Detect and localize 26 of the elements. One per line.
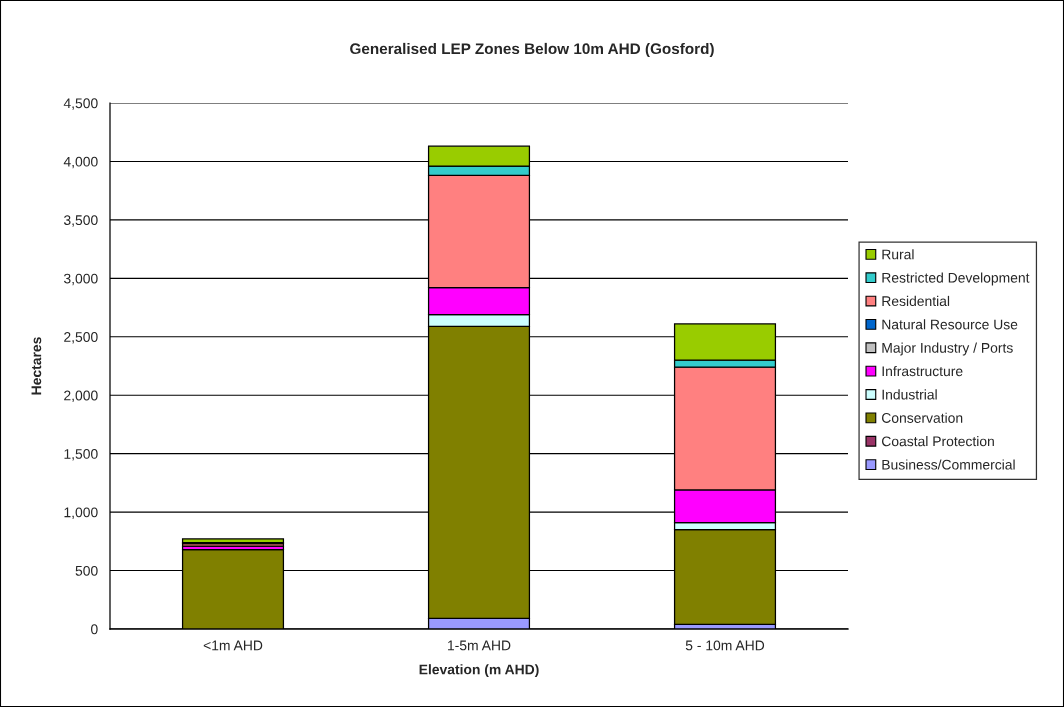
legend-label: Rural — [882, 249, 914, 260]
legend-label: Business/Commercial — [882, 459, 1015, 470]
x-axis-title: Elevation (m AHD) — [419, 664, 539, 678]
legend-label: Residential — [882, 295, 950, 307]
y-tick-label: 500 — [75, 565, 98, 576]
y-axis-title: Hectares — [31, 337, 42, 395]
y-tick-label: 0 — [91, 624, 98, 635]
y-tick-label: 3,500 — [63, 215, 98, 227]
x-tick-label: 1-5m AHD — [448, 640, 511, 651]
y-tick-label: 1,000 — [64, 507, 98, 519]
chart-title: Generalised LEP Zones Below 10m AHD (Gosford) — [350, 42, 714, 58]
y-tick-label: 2,000 — [64, 390, 98, 403]
legend-label: Conservation — [882, 412, 963, 423]
legend-label: Infrastructure — [882, 365, 963, 377]
legend-label: Coastal Protection — [882, 436, 994, 447]
legend-label: Natural Resource Use — [882, 319, 1018, 330]
legend-label: Restricted Development — [882, 272, 1030, 286]
x-tick-label: <1m AHD — [203, 640, 263, 651]
y-tick-label: 2,500 — [64, 332, 98, 344]
y-tick-label: 1,500 — [64, 449, 98, 461]
legend-label: Industrial — [882, 389, 937, 400]
y-tick-label: 4,000 — [63, 156, 98, 169]
legend-label: Major Industry / Ports — [882, 342, 1013, 356]
x-tick-label: 5 - 10m AHD — [685, 640, 765, 651]
y-tick-label: 4,500 — [63, 98, 98, 110]
y-tick-label: 3,000 — [63, 273, 98, 286]
